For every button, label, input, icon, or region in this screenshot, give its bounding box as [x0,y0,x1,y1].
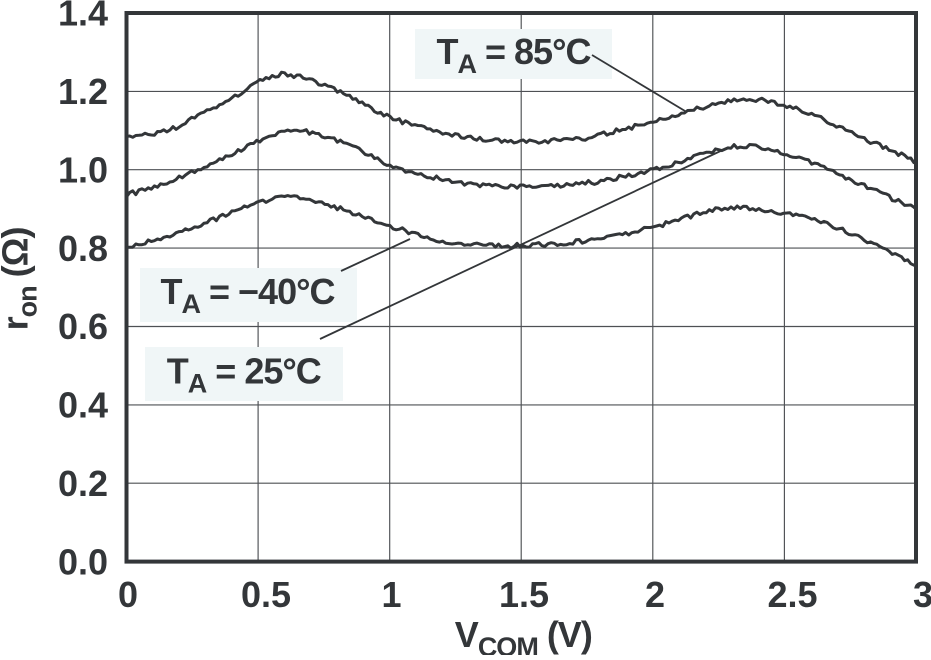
svg-text:2: 2 [645,574,665,615]
svg-text:1: 1 [381,574,401,615]
svg-text:1.4: 1.4 [58,0,108,34]
svg-text:2.5: 2.5 [767,574,817,615]
svg-text:0.4: 0.4 [58,385,108,426]
svg-text:TA = 25°C: TA = 25°C [167,351,322,399]
svg-text:0.5: 0.5 [241,574,291,615]
svg-text:0.6: 0.6 [58,306,108,347]
svg-text:1.5: 1.5 [499,574,549,615]
svg-text:3: 3 [913,574,931,615]
svg-text:0: 0 [118,574,138,615]
svg-text:ron (Ω): ron (Ω) [0,228,42,331]
svg-text:0.2: 0.2 [58,463,108,504]
svg-text:0.0: 0.0 [58,541,108,582]
svg-text:0.8: 0.8 [58,228,108,269]
svg-text:1.2: 1.2 [58,71,108,112]
svg-text:VCOM (V): VCOM (V) [455,614,592,655]
svg-text:1.0: 1.0 [58,149,108,190]
